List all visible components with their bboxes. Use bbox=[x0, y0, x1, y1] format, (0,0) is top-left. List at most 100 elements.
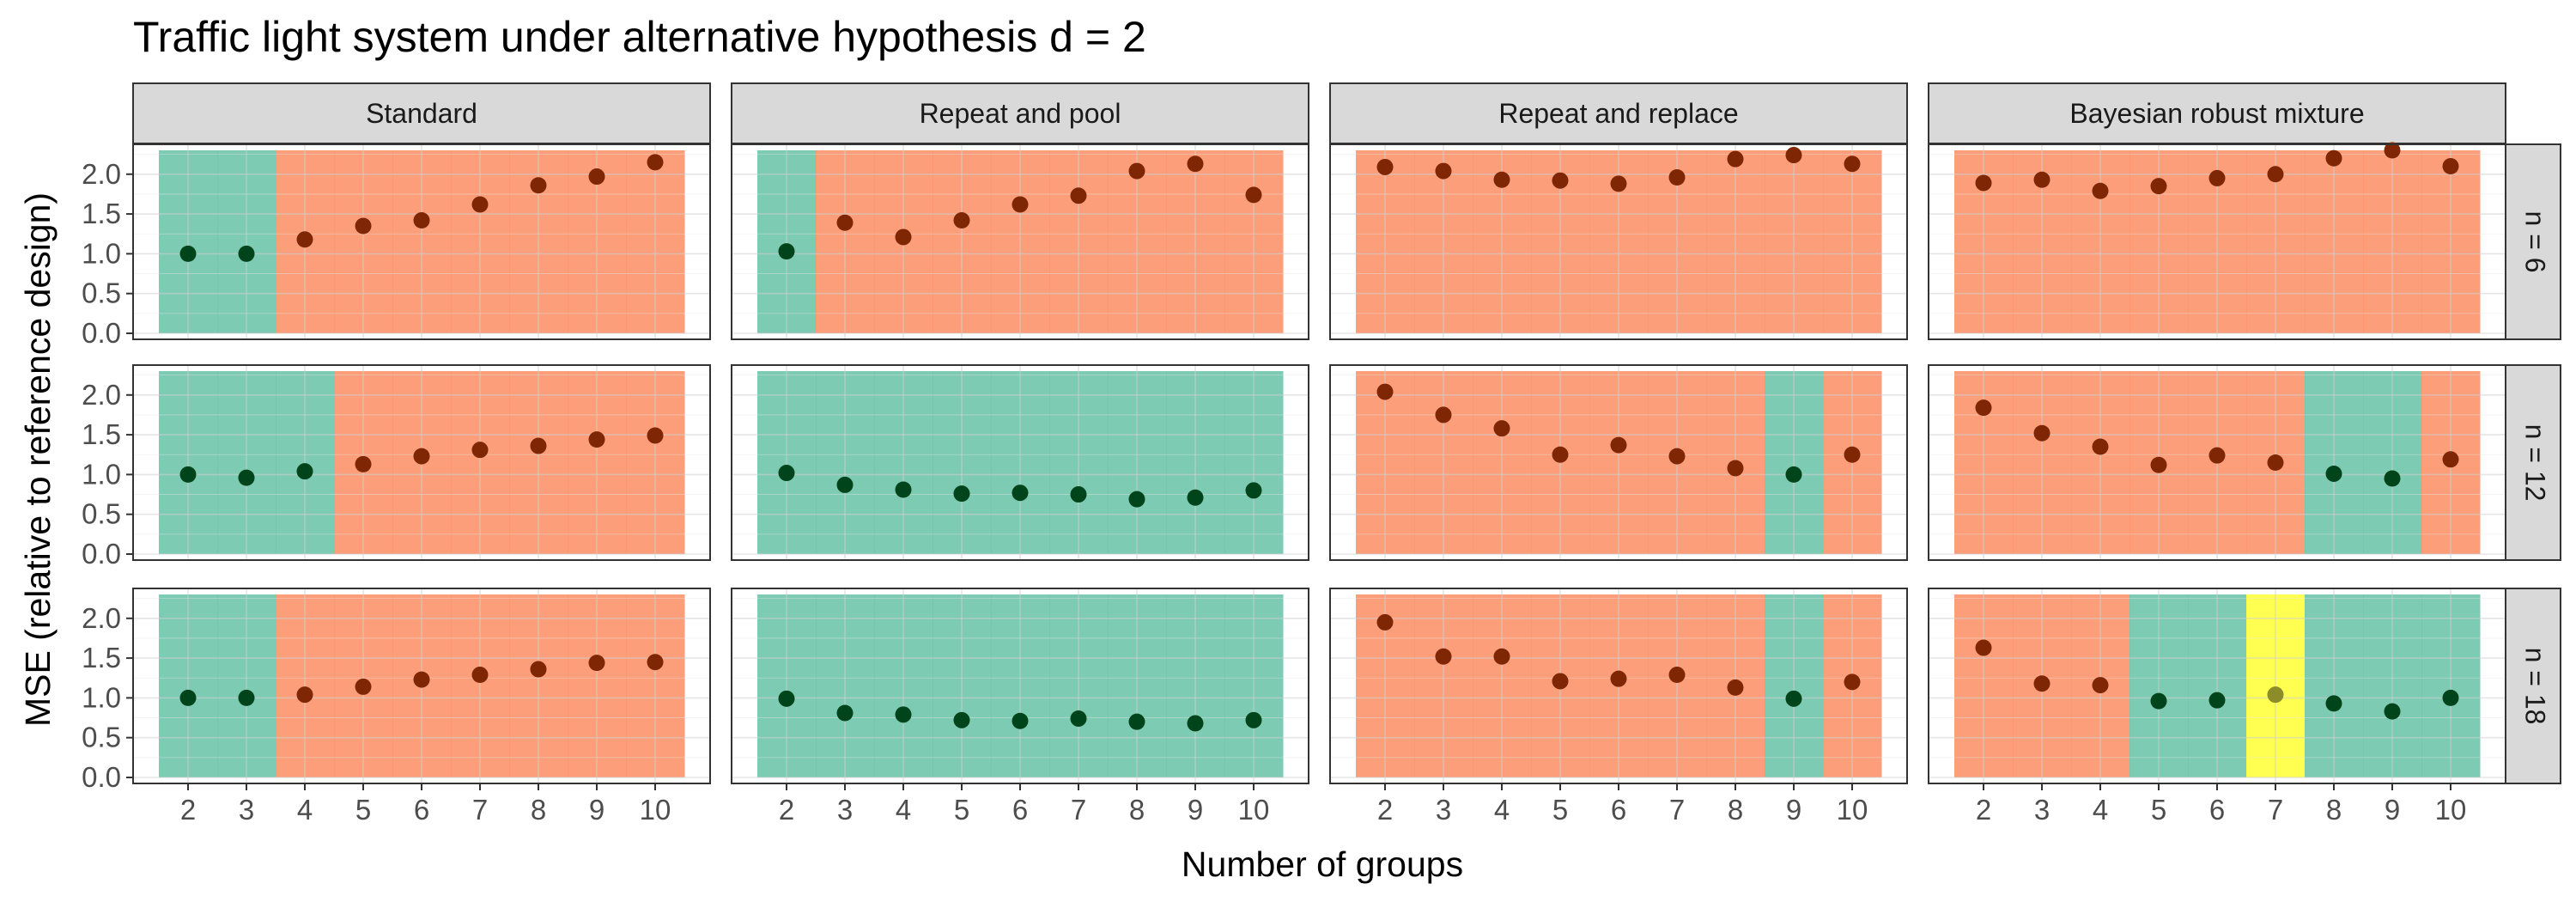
row-strip-background bbox=[2505, 143, 2561, 340]
data-point bbox=[1128, 713, 1145, 730]
panel-border bbox=[132, 364, 711, 561]
row-strip-label: n = 6 bbox=[2520, 210, 2551, 272]
panel-n-18-repeat-and-replace bbox=[1329, 588, 1908, 784]
panel-n-6-repeat-and-replace bbox=[1329, 143, 1908, 340]
data-point bbox=[179, 689, 197, 706]
strip-label: Repeat and replace bbox=[1498, 98, 1738, 129]
data-point bbox=[2033, 675, 2050, 692]
data-point bbox=[2150, 692, 2167, 710]
data-point bbox=[1012, 196, 1029, 213]
data-point bbox=[1785, 690, 1802, 707]
data-point bbox=[1668, 667, 1686, 684]
x-tick-label: 3 bbox=[1436, 794, 1451, 826]
data-point bbox=[1610, 175, 1627, 192]
row-strip-label: n = 18 bbox=[2520, 648, 2551, 725]
data-point bbox=[2150, 178, 2167, 195]
y-axis-n-18: 0.0 0.5 1.0 1.5 2.0 bbox=[82, 602, 133, 793]
data-point bbox=[895, 481, 912, 498]
data-point bbox=[2092, 677, 2109, 694]
x-tick-label: 6 bbox=[1611, 794, 1626, 826]
y-tick-label: 1.5 bbox=[82, 642, 121, 673]
x-axis-title: Number of groups bbox=[1182, 844, 1463, 884]
data-point bbox=[647, 427, 664, 444]
x-tick-label: 2 bbox=[1976, 794, 1991, 826]
chart-title: Traffic light system under alternative h… bbox=[133, 13, 1146, 61]
panel-n-12-bayesian-robust-mixture bbox=[1928, 364, 2506, 561]
y-tick-label: 1.0 bbox=[82, 237, 121, 269]
strip-background bbox=[731, 82, 1309, 144]
strip-repeat-and-pool: Repeat and pool bbox=[731, 82, 1309, 144]
data-point bbox=[1493, 420, 1510, 437]
panel-n-18-repeat-and-pool bbox=[731, 588, 1309, 784]
y-axis-title: MSE (relative to reference design) bbox=[18, 192, 58, 727]
data-point bbox=[1245, 482, 1262, 499]
data-point bbox=[1187, 489, 1204, 506]
data-point bbox=[2384, 703, 2401, 720]
y-tick-label: 0.5 bbox=[82, 277, 121, 309]
data-point bbox=[238, 689, 255, 706]
data-point bbox=[2208, 447, 2226, 464]
data-point bbox=[1844, 155, 1861, 173]
x-tick-label: 7 bbox=[1071, 794, 1086, 826]
y-tick-label: 0.0 bbox=[82, 761, 121, 793]
data-point bbox=[2267, 166, 2284, 183]
panel-border bbox=[731, 364, 1309, 561]
data-point bbox=[1376, 613, 1394, 631]
strip-repeat-and-replace: Repeat and replace bbox=[1329, 82, 1908, 144]
strip-label: Bayesian robust mixture bbox=[2069, 98, 2364, 129]
x-tick-label: 4 bbox=[297, 794, 313, 826]
data-point bbox=[355, 455, 372, 472]
x-tick-label: 4 bbox=[1494, 794, 1510, 826]
data-point bbox=[1435, 648, 1452, 665]
x-tick-label: 8 bbox=[1129, 794, 1145, 826]
row-strip-n-6: n = 6 bbox=[2505, 143, 2561, 340]
x-tick-label: 5 bbox=[2151, 794, 2166, 826]
data-point bbox=[647, 154, 664, 171]
data-point bbox=[1785, 147, 1802, 164]
x-tick-label: 3 bbox=[837, 794, 853, 826]
data-point bbox=[413, 671, 430, 688]
data-point bbox=[1975, 639, 1992, 656]
x-tick-label: 4 bbox=[2093, 794, 2108, 826]
panel-border bbox=[1928, 143, 2506, 340]
x-tick-label: 8 bbox=[531, 794, 546, 826]
data-point bbox=[1245, 711, 1262, 728]
data-point bbox=[1245, 186, 1262, 204]
panel-border bbox=[731, 143, 1309, 340]
data-point bbox=[778, 243, 795, 260]
panel-n-12-repeat-and-pool bbox=[731, 364, 1309, 561]
panel-border bbox=[132, 143, 711, 340]
panel-border bbox=[1329, 143, 1908, 340]
x-tick-label: 8 bbox=[1728, 794, 1743, 826]
x-tick-label: 5 bbox=[954, 794, 969, 826]
data-point bbox=[179, 466, 197, 483]
data-point bbox=[2325, 695, 2342, 712]
data-point bbox=[413, 448, 430, 465]
y-axis-n-12: 0.0 0.5 1.0 1.5 2.0 bbox=[82, 379, 133, 570]
y-tick-label: 2.0 bbox=[82, 158, 121, 190]
x-tick-label: 9 bbox=[1188, 794, 1203, 826]
row-strip-n-18: n = 18 bbox=[2505, 588, 2561, 784]
data-point bbox=[1493, 648, 1510, 665]
y-tick-label: 0.5 bbox=[82, 722, 121, 753]
data-point bbox=[953, 211, 970, 229]
data-point bbox=[1668, 448, 1686, 465]
panel-n-18-bayesian-robust-mixture bbox=[1928, 588, 2506, 784]
y-tick-label: 1.5 bbox=[82, 198, 121, 229]
data-point bbox=[2267, 686, 2284, 704]
data-point bbox=[2442, 689, 2459, 706]
data-point bbox=[1070, 710, 1087, 727]
strip-standard: Standard bbox=[132, 82, 711, 144]
data-point bbox=[1187, 155, 1204, 173]
data-point bbox=[296, 463, 313, 480]
data-point bbox=[1376, 158, 1394, 175]
data-point bbox=[2325, 465, 2342, 482]
data-point bbox=[588, 431, 605, 448]
x-tick-label: 3 bbox=[239, 794, 254, 826]
x-tick-label: 6 bbox=[1012, 794, 1028, 826]
data-point bbox=[2442, 158, 2459, 175]
strip-background bbox=[132, 82, 711, 144]
data-point bbox=[1552, 446, 1569, 463]
row-strip-label: n = 12 bbox=[2520, 424, 2551, 502]
data-point bbox=[179, 245, 197, 262]
